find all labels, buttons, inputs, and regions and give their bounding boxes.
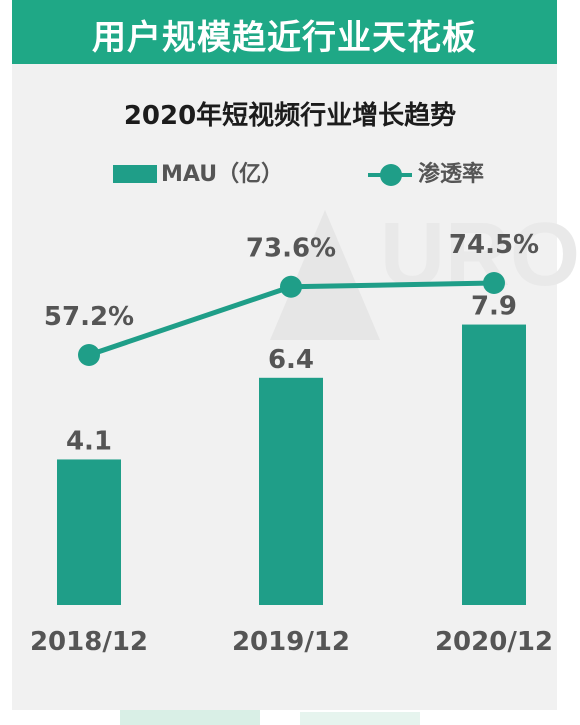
line-value-label: 57.2% (44, 302, 134, 332)
line-point-2018/12 (78, 344, 100, 366)
bar-2020/12 (462, 324, 526, 605)
x-tick-label: 2019/12 (232, 627, 350, 657)
watermark-logo: URO (270, 205, 580, 340)
watermark-text: URO (380, 205, 580, 305)
footer-decoration (120, 710, 260, 725)
line-value-label: 74.5% (449, 230, 539, 260)
chart-title: 2020年短视频行业增长趋势 (123, 101, 457, 131)
line-point-2019/12 (280, 275, 302, 298)
bar-value-label: 4.1 (66, 426, 112, 456)
bar-value-label: 7.9 (471, 292, 517, 322)
bar-2019/12 (259, 377, 323, 605)
banner-title: 用户规模趋近行业天花板 (92, 18, 477, 58)
bar-2018/12 (57, 459, 121, 605)
line-point-2020/12 (483, 272, 505, 294)
legend-bar-swatch (113, 165, 157, 183)
x-tick-label: 2020/12 (435, 627, 553, 657)
legend-line-dot (380, 164, 402, 186)
header-banner: 用户规模趋近行业天花板 (12, 0, 557, 64)
footer-decoration-2 (300, 712, 420, 725)
legend-line-label: 渗透率 (418, 162, 485, 187)
x-tick-label: 2018/12 (30, 627, 148, 657)
bar-value-label: 6.4 (268, 345, 314, 375)
legend-bar-label: MAU（亿） (161, 162, 284, 187)
line-value-label: 73.6% (246, 234, 336, 264)
